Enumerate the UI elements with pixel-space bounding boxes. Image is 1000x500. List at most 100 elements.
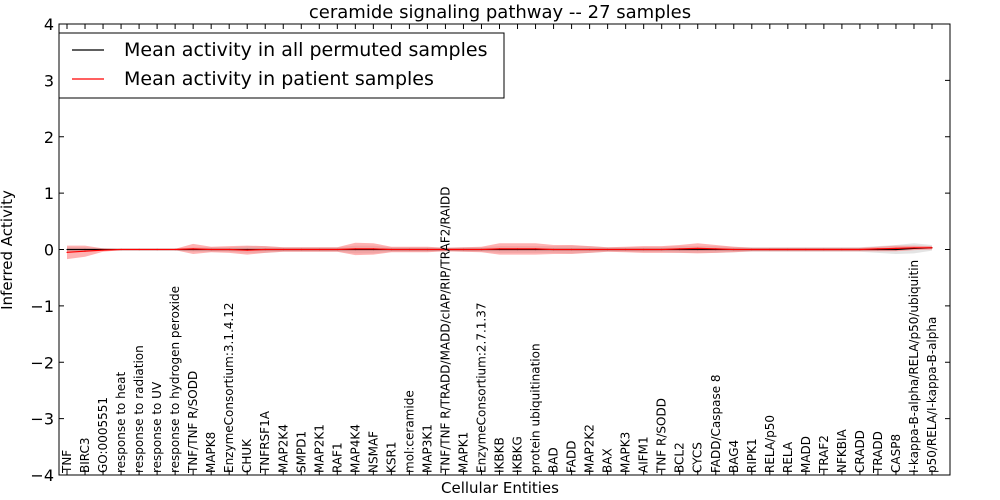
- legend-label-patient: Mean activity in patient samples: [124, 68, 434, 90]
- x-category-label-33: TNF R/SODD: [655, 398, 669, 474]
- x-category-label-6: response to hydrogen peroxide: [168, 286, 182, 473]
- patient-point-45: [877, 248, 879, 250]
- patient-point-0: [66, 251, 68, 253]
- patient-point-17: [372, 248, 374, 250]
- x-category-label-2: GO:0005551: [96, 397, 110, 473]
- patient-point-31: [625, 248, 627, 251]
- x-category-label-34: BCL2: [673, 442, 687, 473]
- patient-point-18: [390, 248, 392, 251]
- chart-title: ceramide signaling pathway -- 27 samples: [309, 2, 691, 23]
- x-category-label-43: NFKBIA: [835, 428, 849, 473]
- x-category-label-41: MADD: [799, 436, 813, 473]
- patient-point-43: [841, 248, 843, 251]
- x-category-label-17: NSMAF: [366, 431, 380, 473]
- patient-point-2: [102, 249, 104, 251]
- x-category-label-46: CASP8: [889, 434, 903, 473]
- x-category-label-29: MAP2K2: [583, 424, 597, 473]
- x-category-label-32: AIFM1: [637, 436, 651, 473]
- patient-point-15: [336, 248, 338, 251]
- y-tick-label-3: −1: [30, 297, 54, 316]
- y-tick-label-8: 4: [44, 15, 54, 34]
- plot-area: [66, 242, 933, 260]
- patient-point-47: [913, 247, 915, 249]
- y-tick-label-2: −2: [30, 353, 54, 372]
- patient-point-41: [805, 248, 807, 251]
- x-category-label-1: BIRC3: [78, 437, 92, 473]
- x-category-label-19: mol:ceramide: [402, 390, 416, 473]
- x-category-label-28: FADD: [565, 441, 579, 474]
- patient-band: [67, 242, 932, 260]
- x-category-label-45: TRADD: [871, 431, 885, 474]
- patient-point-14: [318, 248, 320, 251]
- x-category-label-35: CYCS: [691, 442, 705, 473]
- x-category-label-40: RELA: [781, 441, 795, 473]
- patient-point-28: [571, 248, 573, 251]
- legend-box: [58, 32, 505, 99]
- x-category-label-21: TNF/TNF R/TRADD/MADD/cIAP/RIP/TRAF2/RAID…: [438, 187, 452, 475]
- patient-point-32: [643, 248, 645, 251]
- patient-point-21: [444, 248, 446, 251]
- patient-point-5: [156, 248, 158, 251]
- patient-point-13: [300, 248, 302, 251]
- patient-point-37: [733, 248, 735, 251]
- x-category-label-3: response to heat: [114, 371, 128, 473]
- permuted-point-1: [84, 248, 86, 251]
- x-category-label-47: I-kappa-B-alpha/RELA/p50/ubiquitin: [907, 260, 921, 473]
- x-category-label-18: KSR1: [384, 442, 398, 473]
- x-category-label-16: MAP4K4: [348, 424, 362, 473]
- patient-point-29: [589, 248, 591, 251]
- permuted-point-46: [895, 248, 897, 251]
- permuted-point-0: [66, 248, 68, 251]
- x-category-label-42: TRAF2: [817, 435, 831, 474]
- patient-point-6: [174, 248, 176, 251]
- patient-point-48: [931, 247, 933, 249]
- y-tick-label-0: −4: [30, 466, 54, 485]
- patient-point-46: [895, 247, 897, 249]
- x-category-label-37: BAG4: [727, 440, 741, 473]
- patient-point-26: [534, 248, 537, 250]
- x-category-label-0: TNF: [60, 450, 74, 474]
- patient-point-11: [264, 248, 266, 251]
- x-category-label-9: EnzymeConsortium:3.1.4.12: [222, 302, 236, 473]
- patient-point-7: [192, 248, 194, 250]
- axes: −4 −3 −2 −1 0 1 2 3 4 TNF BIRC3 GO:0005551 response …: [30, 15, 950, 485]
- patient-point-25: [516, 248, 519, 250]
- patient-point-22: [462, 248, 465, 251]
- y-tick-label-7: 3: [44, 71, 54, 90]
- patient-point-20: [426, 248, 428, 251]
- x-category-label-22: MAPK1: [457, 432, 471, 473]
- x-category-label-26: protein ubiquitination: [529, 343, 543, 473]
- patient-point-33: [661, 248, 663, 251]
- patient-point-9: [228, 248, 230, 251]
- permuted-point-35: [697, 248, 699, 251]
- patient-point-23: [480, 248, 483, 251]
- x-category-label-10: CHUK: [240, 438, 254, 473]
- x-category-label-14: MAP2K1: [312, 424, 326, 473]
- patient-point-39: [769, 248, 771, 251]
- x-axis-label: Cellular Entities: [441, 479, 559, 497]
- y-tick-label-1: −3: [30, 410, 54, 429]
- x-category-label-23: EnzymeConsortium:2.7.1.37: [475, 302, 489, 473]
- patient-point-8: [210, 248, 212, 251]
- x-category-label-31: MAPK3: [619, 432, 633, 473]
- x-category-label-13: SMPD1: [294, 431, 308, 473]
- x-category-label-48: p50/RELA/I-kappa-B-alpha: [925, 317, 939, 473]
- x-category-label-20: MAP3K1: [420, 424, 434, 473]
- x-category-label-39: RELA/p50: [763, 415, 777, 473]
- patient-point-3: [120, 248, 122, 251]
- x-category-label-38: RIPK1: [745, 438, 759, 473]
- x-category-label-7: TNF/TNF R/SODD: [186, 371, 200, 474]
- patient-point-12: [282, 248, 284, 251]
- patient-point-10: [246, 249, 248, 251]
- x-category-label-24: IKBKB: [493, 437, 507, 473]
- patient-point-38: [751, 248, 753, 251]
- x-category-label-4: response to radiation: [132, 345, 146, 473]
- patient-point-19: [408, 248, 410, 251]
- x-category-label-8: MAPK8: [204, 432, 218, 473]
- patient-point-4: [138, 248, 140, 251]
- patient-point-34: [679, 248, 681, 250]
- x-category-label-36: FADD/Caspase 8: [709, 374, 723, 473]
- y-tick-label-5: 1: [44, 184, 54, 203]
- x-category-label-11: TNFRSF1A: [258, 410, 272, 474]
